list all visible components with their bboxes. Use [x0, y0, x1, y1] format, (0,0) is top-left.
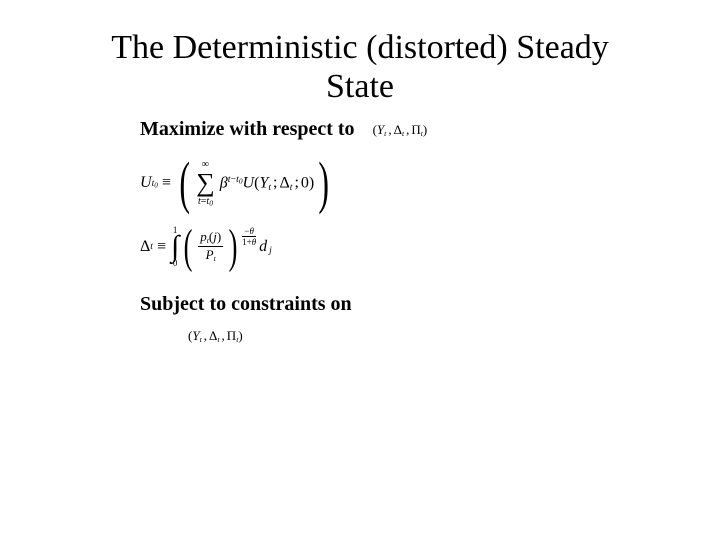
slide-body: Maximize with respect to (Yt,Δt,Πt) U t0…: [140, 118, 670, 343]
left-paren-icon: (: [179, 157, 190, 209]
maximize-vars: (Yt,Δt,Πt): [373, 122, 428, 138]
constraints-label: Subject to constraints on: [140, 293, 352, 316]
summation: ∞ ∑ t=t0: [196, 159, 215, 208]
maximize-row: Maximize with respect to (Yt,Δt,Πt): [140, 118, 670, 141]
slide: The Deterministic (distorted) Steady Sta…: [0, 0, 720, 540]
maximize-label: Maximize with respect to: [140, 118, 355, 141]
price-ratio: pt(j) Pt: [198, 230, 223, 263]
integral: 1 ∫ 0: [171, 226, 179, 268]
constraints-row: Subject to constraints on: [140, 293, 670, 316]
equation-dispersion: Δt ≡ 1 ∫ 0 ( pt(j) Pt ) −θ 1+θ: [140, 225, 670, 268]
title-line-2: State: [326, 68, 394, 105]
exponent-fraction: −θ 1+θ: [242, 227, 256, 247]
constraint-vars: (Yt,Δt,Πt): [188, 328, 243, 344]
right-paren-icon: ): [319, 157, 330, 209]
equation-utility: U t0 ≡ ( ∞ ∑ t=t0 βt−t0U(Yt;Δt;0) ): [140, 157, 670, 209]
slide-title: The Deterministic (distorted) Steady Sta…: [50, 28, 670, 106]
title-line-1: The Deterministic (distorted) Steady: [111, 29, 609, 66]
